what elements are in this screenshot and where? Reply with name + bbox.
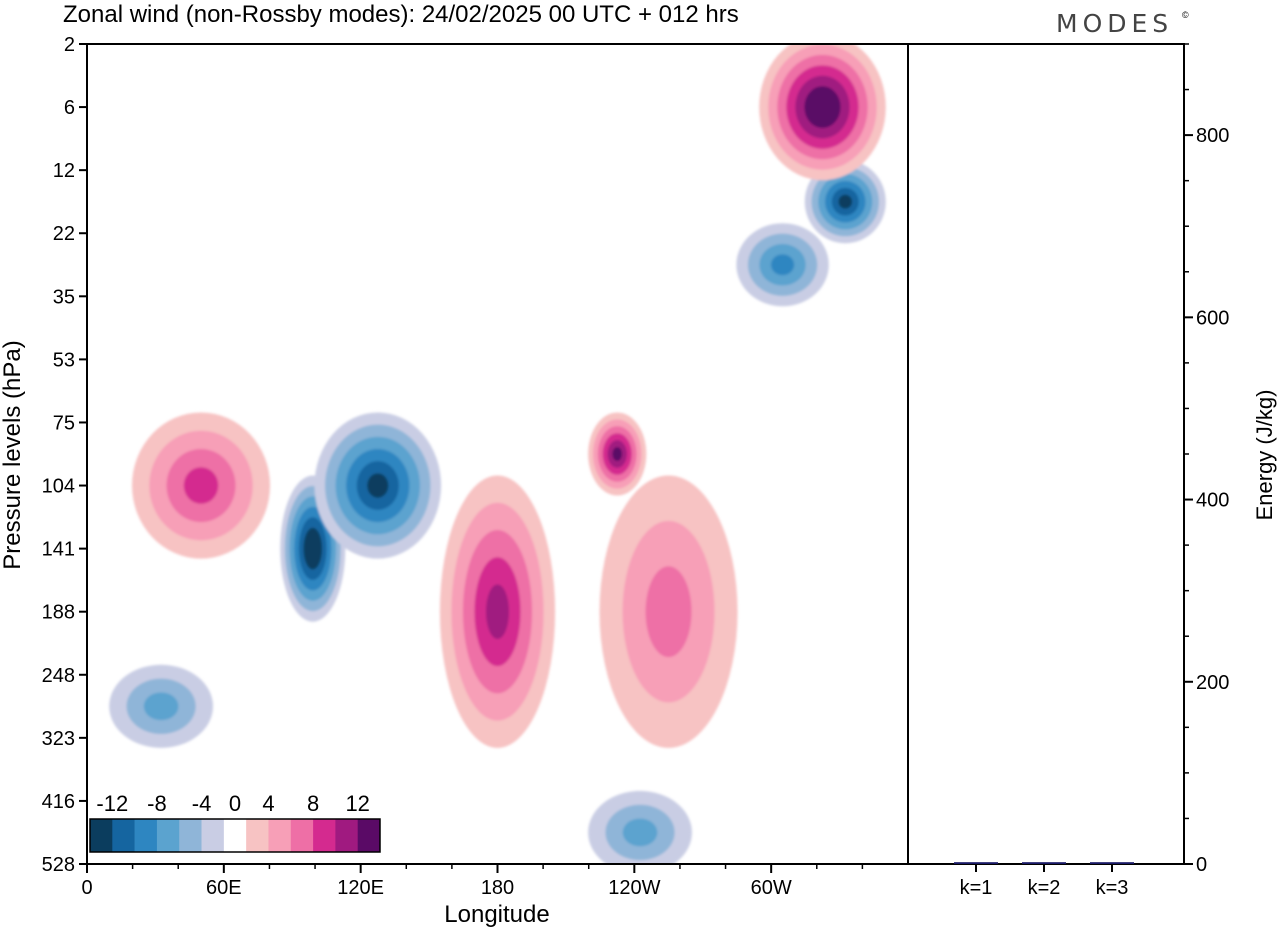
energy-bars: k=1 k=2 k=3: [954, 862, 1134, 899]
y-tick-label: 12: [53, 160, 75, 182]
y-tick-label: 248: [42, 665, 75, 687]
colorbar-swatch: [313, 819, 336, 852]
energy-panel-frame: [907, 43, 1185, 865]
x-tick-label: 120E: [337, 877, 384, 899]
y-axis-right: 0 200 400 600 800: [1184, 43, 1229, 876]
energy-bar-k1: [954, 862, 998, 864]
colorbar-label: 4: [262, 791, 274, 816]
y-tick-label: 6: [64, 97, 75, 119]
y-tick-label: 75: [53, 412, 75, 434]
x-axis-label: Longitude: [444, 901, 549, 928]
x-tick-label: 180: [481, 877, 514, 899]
energy-bar-k3: [1090, 862, 1134, 864]
colorbar-swatch: [90, 819, 113, 852]
energy-tick-label: 600: [1196, 307, 1229, 329]
contour-negative-anomaly: [771, 254, 795, 276]
contour-negative-jet-core: [308, 538, 318, 560]
brand-logo: MODES: [1056, 9, 1173, 38]
contour-negative-anomaly-upper: [838, 194, 853, 209]
y-tick-label: 528: [42, 854, 75, 876]
x-tick-label: 60E: [206, 877, 242, 899]
colorbar-label: -4: [192, 791, 212, 816]
colorbar-swatch: [268, 819, 292, 852]
y-tick-label: 53: [53, 349, 75, 371]
energy-category-label: k=2: [1028, 877, 1061, 899]
colorbar-label: -12: [96, 791, 128, 816]
energy-tick-label: 200: [1196, 672, 1229, 694]
y-tick-label: 2: [64, 34, 75, 56]
y-tick-label: 35: [53, 286, 75, 308]
energy-tick-label: 800: [1196, 125, 1229, 147]
colorbar-swatch: [357, 819, 381, 852]
contour-negative-band: [367, 473, 389, 498]
energy-bar-k2: [1022, 862, 1066, 864]
contour-positive-core-120w: [612, 447, 623, 461]
y-axis-left: 2 6 12 22 35 53 75 104 141 188 248 323 416 528: [42, 34, 87, 876]
colorbar-swatch: [134, 819, 158, 852]
energy-tick-label: 400: [1196, 490, 1229, 512]
y-tick-label: 22: [53, 223, 75, 245]
contour-positive-region-120w-60w: [645, 566, 692, 658]
y-tick-label: 323: [42, 728, 75, 750]
x-tick-label: 0: [81, 877, 92, 899]
contour-negative-lower-left: [143, 692, 179, 721]
colorbar-swatch: [290, 819, 314, 852]
colorbar-swatch: [223, 819, 247, 852]
x-tick-label: 60W: [751, 877, 792, 899]
y-axis-label: Pressure levels (hPa): [0, 340, 26, 569]
contour-negative-lower-centre: [622, 818, 658, 847]
colorbar-label: -8: [147, 791, 167, 816]
colorbar-legend: -12 -8 -4 0 4 8 12: [88, 785, 384, 855]
contour-positive-upper-60w: [813, 96, 832, 118]
x-axis: 0 60E 120E 180 120W 60W: [81, 864, 864, 899]
chart-title: Zonal wind (non-Rossby modes): 24/02/202…: [63, 1, 739, 28]
energy-category-label: k=1: [960, 877, 993, 899]
brand-mark: ©: [1182, 10, 1189, 20]
colorbar-label: 12: [345, 791, 369, 816]
colorbar-swatch: [335, 819, 358, 852]
contour-positive-cluster: [183, 467, 219, 504]
colorbar-swatch: [201, 819, 225, 852]
x-tick-label: 120W: [608, 877, 660, 899]
y-tick-label: 104: [42, 476, 75, 498]
y-tick-label: 141: [42, 539, 75, 561]
colorbar-swatch: [112, 819, 135, 852]
colorbar-label: 0: [229, 791, 241, 816]
colorbar-frame: [89, 818, 381, 853]
colorbar-label: 8: [307, 791, 319, 816]
colorbar-swatch: [156, 819, 180, 852]
y-tick-label: 416: [42, 791, 75, 813]
colorbar-swatch: [179, 819, 202, 852]
contour-positive-jet-180: [485, 584, 510, 639]
energy-axis-label: Energy (J/kg): [1252, 390, 1277, 521]
energy-tick-label: 0: [1196, 854, 1207, 876]
colorbar-swatch: [246, 819, 269, 852]
heatmap-panel: [87, 44, 908, 864]
energy-category-label: k=3: [1096, 877, 1129, 899]
y-tick-label: 188: [42, 602, 75, 624]
